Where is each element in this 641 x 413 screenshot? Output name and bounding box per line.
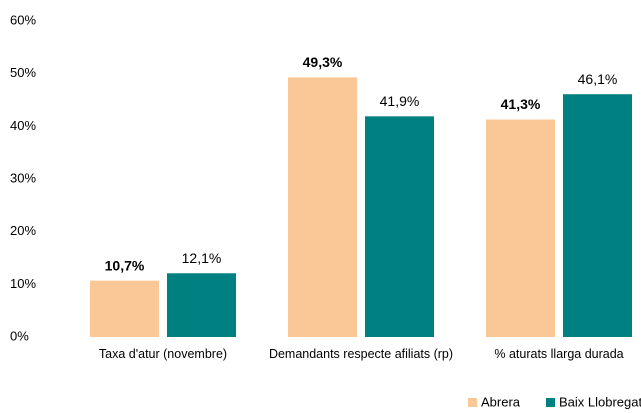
data-label: 41,3%: [501, 96, 541, 112]
y-tick-label: 10%: [10, 276, 36, 291]
bar: [90, 280, 159, 337]
legend-label: Abrera: [481, 394, 521, 409]
x-tick-label: Demandants respecte afiliats (rp): [268, 347, 454, 361]
y-tick-label: 20%: [10, 223, 36, 238]
bar: [365, 116, 434, 338]
bar: [486, 119, 555, 337]
y-tick-label: 50%: [10, 65, 36, 80]
data-label: 49,3%: [303, 54, 343, 70]
legend-swatch: [468, 398, 477, 407]
bar: [167, 273, 236, 337]
x-tick-label: Taxa d'atur (novembre): [98, 347, 228, 361]
data-label: 41,9%: [380, 93, 420, 109]
bar: [563, 94, 632, 337]
bar: [288, 77, 357, 337]
legend-label: Baix Llobregat: [559, 394, 641, 409]
x-tick-label: % aturats llarga durada: [494, 347, 624, 361]
y-tick-label: 60%: [10, 12, 36, 27]
legend-swatch: [546, 398, 555, 407]
data-label: 46,1%: [578, 71, 618, 87]
data-label: 10,7%: [105, 257, 145, 273]
y-tick-label: 30%: [10, 170, 36, 185]
data-label: 12,1%: [182, 250, 222, 266]
y-tick-label: 0%: [10, 328, 29, 343]
y-tick-label: 40%: [10, 118, 36, 133]
